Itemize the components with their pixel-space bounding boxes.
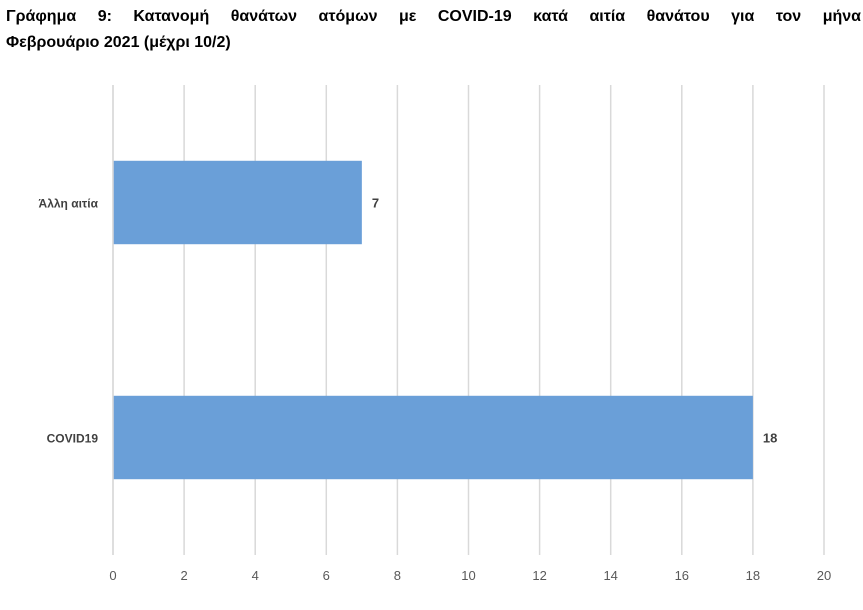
x-tick-label-2: 2 [180,568,187,583]
category-label-1: Άλλη αιτία [39,197,99,211]
bar-2 [113,395,753,480]
x-tick-label-12: 12 [532,568,546,583]
x-tick-label-4: 4 [252,568,259,583]
data-label-2: 18 [763,431,777,446]
chart-title-line-1: Γράφημα 9: Κατανομή θανάτων ατόμων με CO… [6,8,861,25]
x-tick-label-6: 6 [323,568,330,583]
chart-title-line-2: Φεβρουάριο 2021 (μέχρι 10/2) [6,34,231,51]
x-tick-label-0: 0 [109,568,116,583]
chart-title: Γράφημα 9: Κατανομή θανάτων ατόμων με CO… [6,4,861,56]
x-tick-label-8: 8 [394,568,401,583]
x-tick-label-20: 20 [817,568,831,583]
x-tick-label-10: 10 [461,568,475,583]
bar-1 [113,160,362,245]
data-label-1: 7 [372,196,379,211]
x-tick-label-18: 18 [746,568,760,583]
x-tick-label-16: 16 [675,568,689,583]
x-tick-label-14: 14 [603,568,617,583]
category-label-2: COVID19 [47,432,99,446]
